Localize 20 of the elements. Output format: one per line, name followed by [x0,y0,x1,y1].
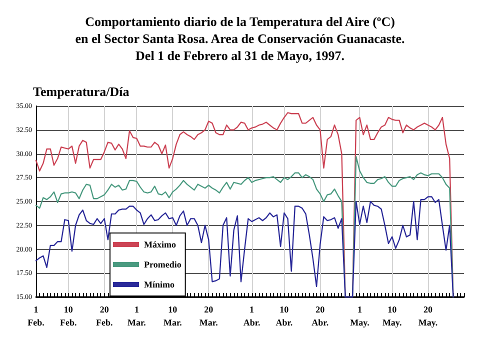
x-tick-label: 1 Abr. [243,304,260,328]
x-tick-label: 1 Feb. [28,304,44,328]
legend-label: Promedio [144,260,182,270]
x-tick-label: 10 Feb. [60,304,77,328]
chart-title: Comportamiento diario de la Temperatura del Aire (ºC) en el Sector Santa Rosa. Area de Conservación Guanacaste. Del 1 de Febrero al 31 de Mayo, 1997. [75,14,405,63]
line-series [35,156,454,298]
y-axis-title: Temperatura/Día [33,84,130,99]
line-series [35,112,454,298]
x-tick-label: 20 Abr. [312,304,329,328]
x-tick-label: 10 May. [382,304,402,328]
legend-label: Mínimo [144,280,175,290]
legend-label: Máximo [144,240,176,250]
x-tick-label: 1 Mar. [127,304,146,328]
x-tick-label: 10 Mar. [163,304,182,328]
x-tick-label: 10 Abr. [276,304,293,328]
x-tick-label: 20 Feb. [96,304,113,328]
x-tick-label: 20 Mar. [199,304,218,328]
x-tick-label: 1 May. [350,304,370,328]
x-tick-label: 20 May. [418,304,438,328]
line-series [35,196,454,298]
